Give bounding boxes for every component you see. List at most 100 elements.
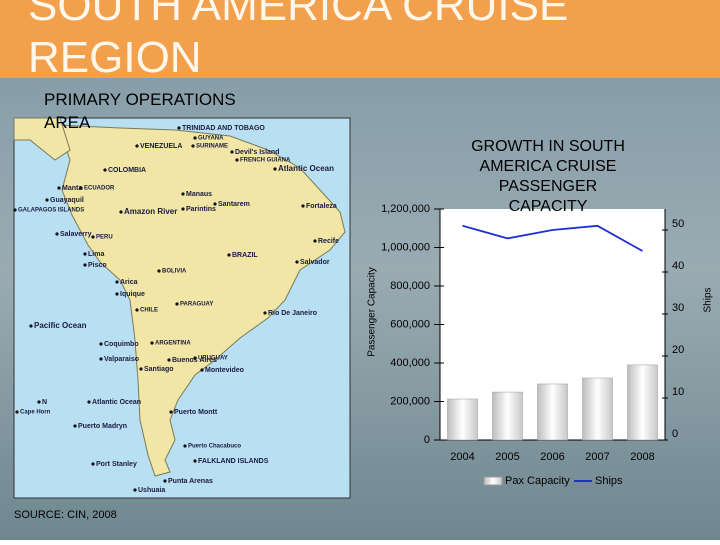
map-label: Montevideo bbox=[205, 367, 244, 374]
y2-tick-label: 30 bbox=[672, 302, 684, 314]
map-label: Cape Horn bbox=[20, 410, 51, 416]
port-dot bbox=[235, 158, 239, 162]
y2-tick-label: 0 bbox=[672, 428, 678, 440]
port-dot bbox=[45, 198, 49, 202]
map-label: Lima bbox=[88, 251, 104, 258]
port-dot bbox=[73, 424, 77, 428]
x-tick-label: 2007 bbox=[585, 451, 609, 463]
port-dot bbox=[13, 208, 17, 212]
central-america bbox=[13, 117, 71, 161]
port-dot bbox=[213, 202, 217, 206]
map-label: PARAGUAY bbox=[180, 302, 213, 308]
map-label: CHILE bbox=[140, 308, 158, 314]
map-label: Salaverry bbox=[60, 231, 92, 238]
map-label: VENEZUELA bbox=[140, 143, 182, 150]
port-dot bbox=[263, 311, 267, 315]
map-label: Santarem bbox=[218, 201, 250, 208]
map-label: Puerto Montt bbox=[174, 409, 218, 416]
map-label: Valparaiso bbox=[104, 356, 139, 363]
map-label: Iquique bbox=[120, 291, 145, 298]
map-label: PERU bbox=[96, 235, 113, 241]
port-dot bbox=[57, 186, 61, 190]
map-label: Arica bbox=[120, 279, 138, 286]
map-label: Fortaleza bbox=[306, 203, 337, 210]
y2-tick-label: 50 bbox=[672, 218, 684, 230]
map-label: Punta Arenas bbox=[168, 478, 213, 485]
bar bbox=[627, 364, 658, 441]
port-dot bbox=[83, 252, 87, 256]
port-dot bbox=[163, 479, 167, 483]
map-label: Devil's Island bbox=[235, 149, 279, 156]
map-label: Manaus bbox=[186, 191, 212, 198]
map-label: Buenos Aires bbox=[172, 357, 217, 364]
map-label: Parintins bbox=[186, 206, 216, 213]
port-dot bbox=[37, 400, 41, 404]
port-dot bbox=[177, 126, 181, 130]
port-dot bbox=[295, 260, 299, 264]
map-label: FALKLAND ISLANDS bbox=[198, 458, 269, 465]
y2-tick-label: 10 bbox=[672, 386, 684, 398]
map-label: ARGENTINA bbox=[155, 341, 191, 347]
map-label: TRINIDAD AND TOBAGO bbox=[182, 125, 265, 132]
map-label: Guayaquil bbox=[50, 197, 84, 204]
port-dot bbox=[183, 444, 187, 448]
map-label: Pacific Ocean bbox=[34, 321, 87, 330]
port-dot bbox=[55, 232, 59, 236]
port-dot bbox=[29, 324, 33, 328]
y2-tick-label: 40 bbox=[672, 260, 684, 272]
y-tick-label: 200,000 bbox=[390, 395, 430, 407]
bar bbox=[492, 391, 523, 441]
map-label: Amazon River bbox=[124, 207, 177, 216]
y-tick-label: 800,000 bbox=[390, 280, 430, 292]
port-dot bbox=[193, 459, 197, 463]
map-label: COLOMBIA bbox=[108, 167, 146, 174]
legend-label: Ships bbox=[595, 475, 623, 487]
port-dot bbox=[103, 168, 107, 172]
map-label: Atlantic Ocean bbox=[278, 164, 334, 173]
map-label: Manta bbox=[62, 185, 82, 192]
map-label: FRENCH GUIANA bbox=[240, 158, 291, 164]
port-dot bbox=[313, 239, 317, 243]
port-dot bbox=[181, 192, 185, 196]
port-dot bbox=[135, 308, 139, 312]
map-label: Atlantic Ocean bbox=[92, 399, 141, 406]
map-label: Recife bbox=[318, 238, 339, 245]
map-label: BOLIVIA bbox=[162, 269, 187, 275]
port-dot bbox=[230, 150, 234, 154]
continent bbox=[57, 124, 346, 477]
port-dot bbox=[227, 253, 231, 257]
port-dot bbox=[99, 342, 103, 346]
bar bbox=[537, 383, 568, 441]
map-label: Pisco bbox=[88, 262, 107, 269]
port-dot bbox=[115, 280, 119, 284]
map-label: Puerto Chacabuco bbox=[188, 444, 241, 450]
port-dot bbox=[119, 210, 123, 214]
x-tick-label: 2006 bbox=[540, 451, 564, 463]
source: SOURCE: CIN, 2008 bbox=[14, 509, 117, 521]
map-label: GUYANA bbox=[198, 136, 224, 142]
port-dot bbox=[157, 269, 161, 273]
map-label: ECUADOR bbox=[84, 186, 115, 192]
map-label: Salvador bbox=[300, 259, 330, 266]
port-dot bbox=[99, 357, 103, 361]
port-dot bbox=[83, 263, 87, 267]
port-dot bbox=[191, 144, 195, 148]
port-dot bbox=[79, 186, 83, 190]
y-tick-label: 600,000 bbox=[390, 318, 430, 330]
legend-swatch bbox=[483, 476, 503, 486]
chart-title: GROWTH IN SOUTH AMERICA CRUISE PASSENGER CA… bbox=[471, 138, 625, 215]
port-dot bbox=[273, 167, 277, 171]
port-dot bbox=[139, 367, 143, 371]
port-dot bbox=[91, 235, 95, 239]
y-tick-label: 400,000 bbox=[390, 357, 430, 369]
map-label: GALAPAGOS ISLANDS bbox=[18, 208, 84, 214]
port-dot bbox=[193, 136, 197, 140]
port-dot bbox=[200, 368, 204, 372]
slide-title-text: SOUTH AMERICA CRUISE REGION bbox=[28, 0, 568, 82]
map-label: URUGUAY bbox=[198, 356, 228, 362]
port-dot bbox=[169, 410, 173, 414]
title-band bbox=[0, 0, 720, 78]
port-dot bbox=[115, 292, 119, 296]
bar bbox=[582, 377, 613, 441]
y-tick-label: 1,200,000 bbox=[381, 203, 430, 215]
